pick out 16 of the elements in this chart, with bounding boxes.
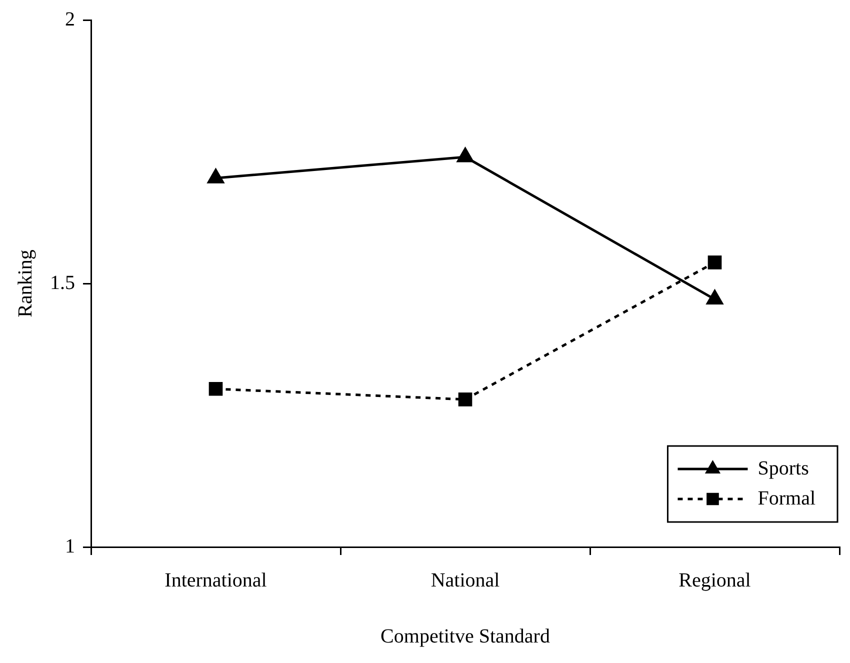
y-tick-label: 1: [65, 535, 75, 558]
point: [208, 382, 223, 396]
point: [706, 290, 723, 305]
point: [457, 148, 474, 162]
legend-label: Sports: [758, 457, 810, 480]
x-axis-title: Competitve Standard: [380, 625, 550, 648]
point: [208, 168, 224, 184]
y-tick-label: 2: [65, 8, 75, 30]
y-tick-label: 1.5: [50, 272, 75, 294]
point: [458, 392, 472, 406]
point: [708, 256, 722, 270]
x-tick-label: Regional: [678, 569, 752, 592]
x-tick-label: International: [164, 569, 268, 592]
legend-label: Formal: [758, 487, 816, 510]
y-axis-title: Ranking: [14, 250, 36, 318]
x-tick-label: National: [430, 569, 500, 592]
